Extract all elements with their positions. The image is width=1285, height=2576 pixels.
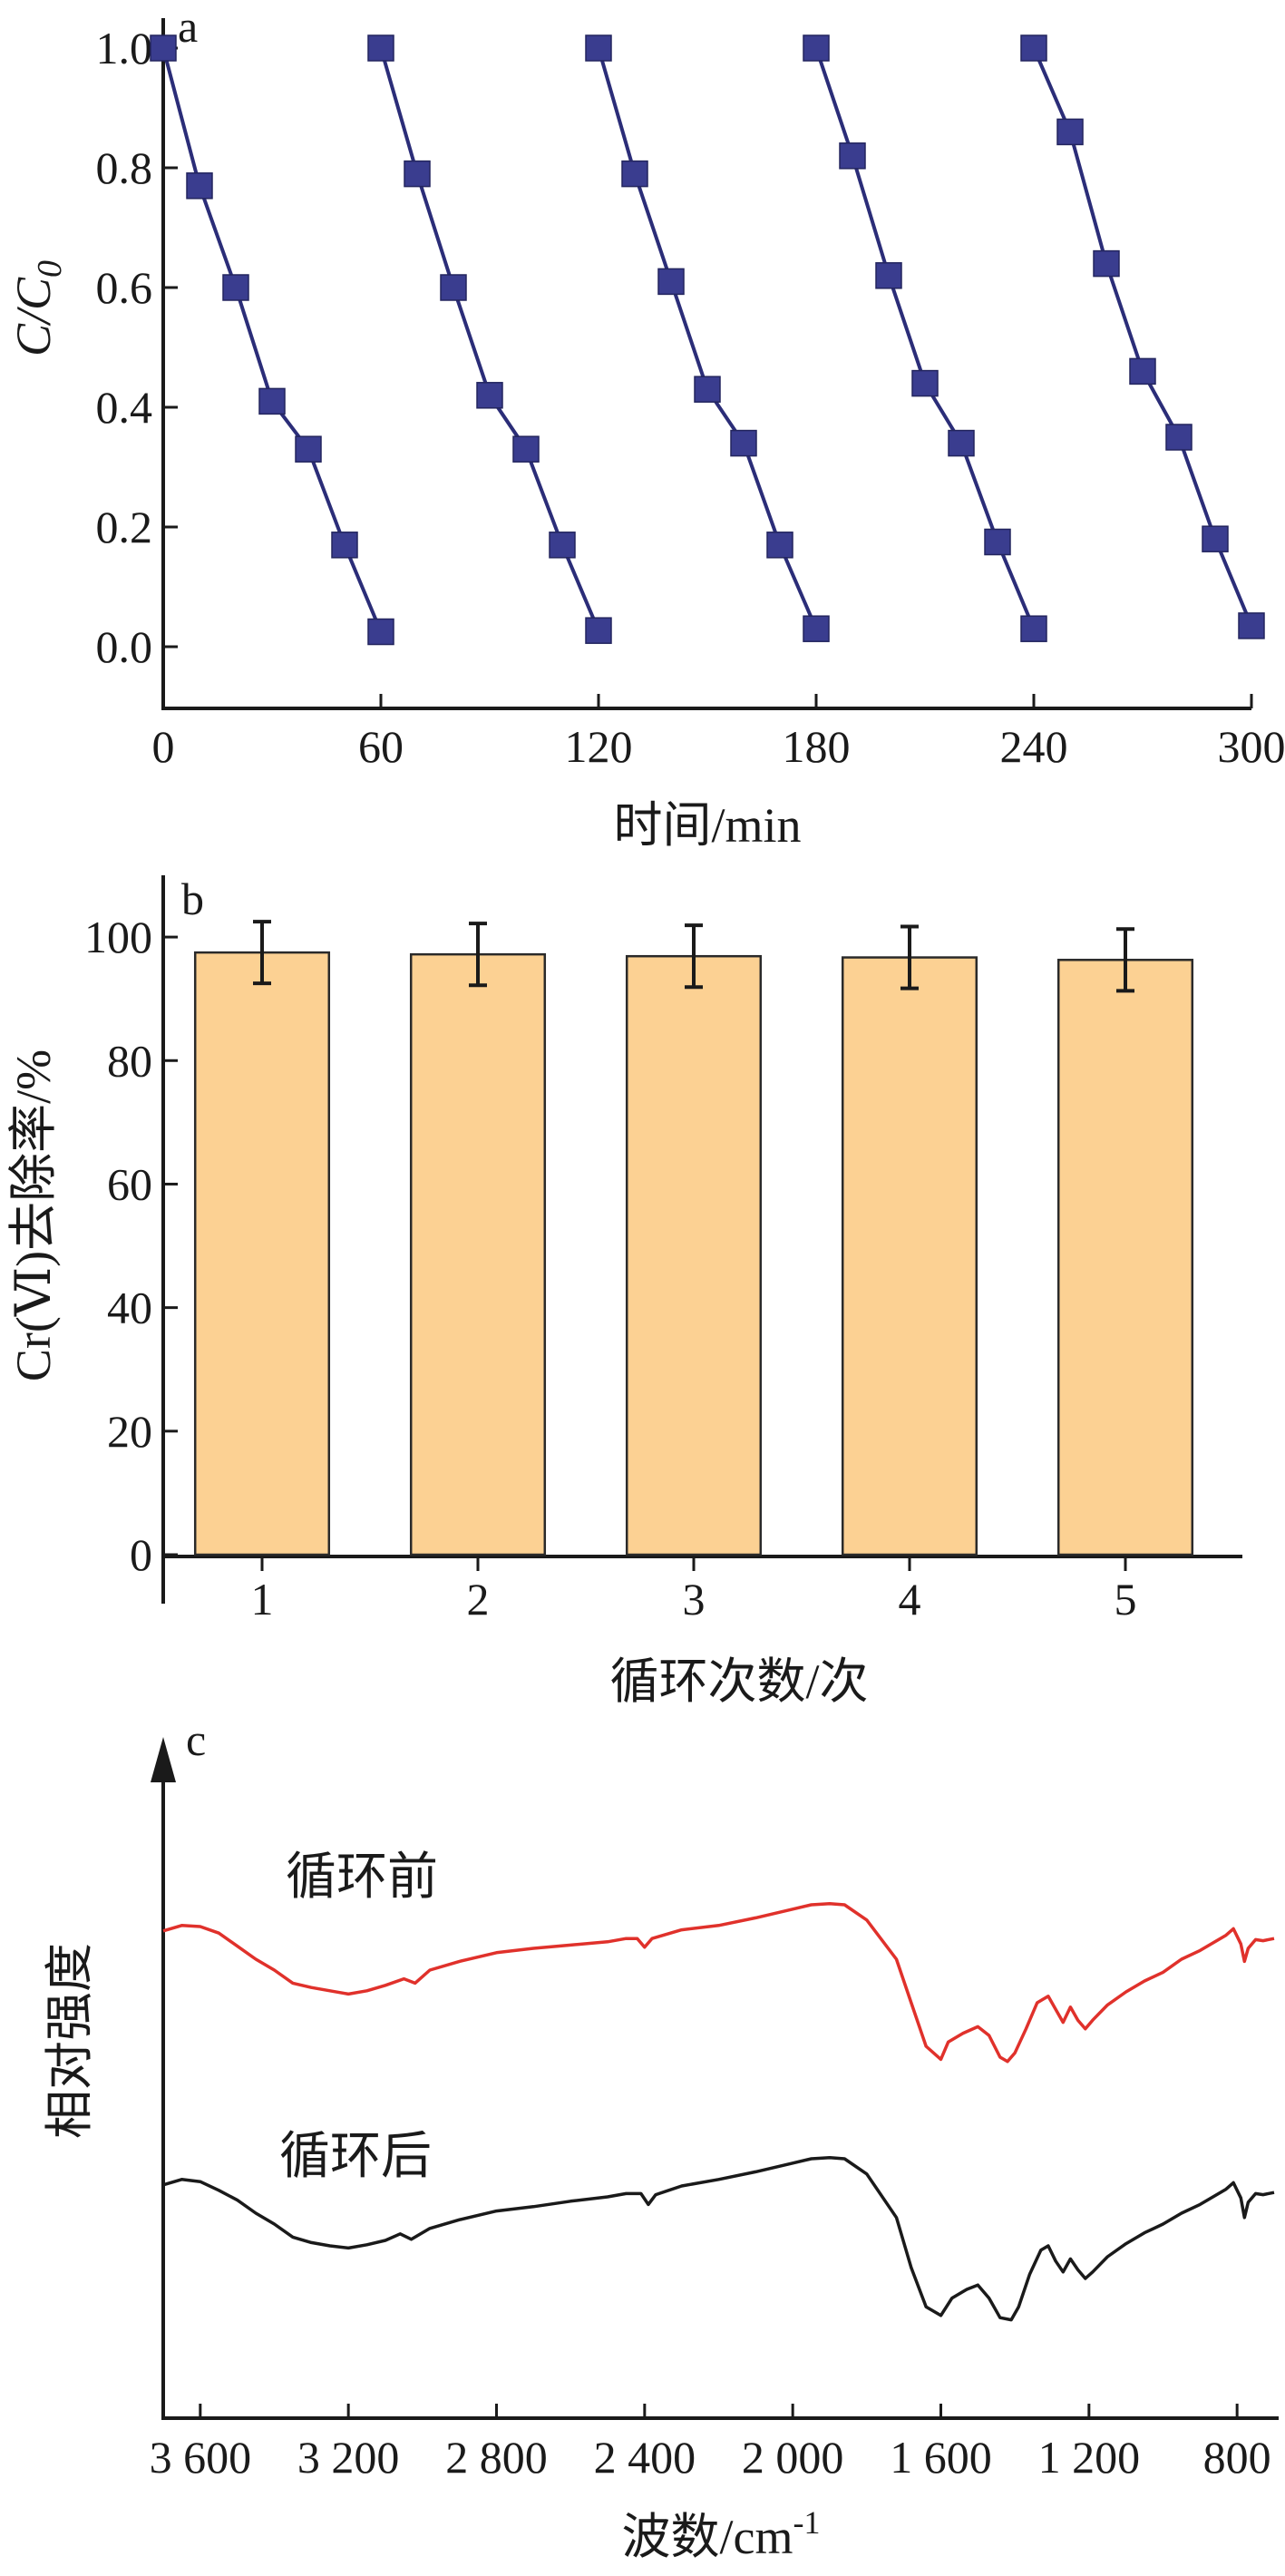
panel-a-data-point <box>876 263 901 288</box>
panel-a-y-tick-label: 0.2 <box>96 502 153 552</box>
panel-a-data-point <box>1202 526 1228 551</box>
panel-c-y-axis-title: 相对强度 <box>43 1943 97 2139</box>
panel-a-data-point <box>1057 119 1083 144</box>
panel-a-data-point <box>658 268 684 294</box>
panel-a-data-point <box>586 35 611 61</box>
panel-b-bar-2 <box>411 954 545 1555</box>
panel-a-line-chart: a 0.0 0.2 0.4 0.6 0.8 1.0 0 60 120 180 240 300 时间/… <box>6 1 1285 853</box>
panel-c-x-axis-title: 波数/cm-1 <box>622 2504 821 2564</box>
panel-c-x-tick-label: 800 <box>1203 2432 1271 2483</box>
panel-b-x-tick-label: 1 <box>251 1574 274 1625</box>
panel-a-x-axis-title: 时间/min <box>613 798 801 853</box>
panel-a-y-tick-label: 0.6 <box>96 262 153 313</box>
panel-a-data-point <box>1166 424 1192 450</box>
panel-a-data-point <box>223 275 248 300</box>
panel-c-x-axis-title-main: 波数/cm <box>622 2510 793 2564</box>
panel-c-x-tick-label: 2 000 <box>742 2432 844 2483</box>
panel-b-y-tick-label: 60 <box>107 1158 152 1209</box>
panel-b-y-tick-label: 80 <box>107 1035 152 1086</box>
panel-a-data-point <box>912 371 938 396</box>
panel-a-x-tick-label: 60 <box>358 721 404 772</box>
panel-a-y-tick-label: 0.4 <box>96 382 153 433</box>
panel-a-y-tick-label: 0.0 <box>96 621 153 672</box>
panel-a-data-point <box>695 376 720 402</box>
panel-c-y-axis-arrow <box>151 1737 176 1782</box>
panel-a-data-point <box>259 388 285 414</box>
panel-a-tag: a <box>178 1 198 52</box>
panel-a-y-axis-title: C/C0 <box>6 260 69 356</box>
panel-b-y-axis-title: Cr(Ⅵ)去除率/% <box>6 1049 61 1381</box>
panel-a-data-point <box>803 35 829 61</box>
panel-a-data-point <box>731 431 756 456</box>
panel-b-bar-chart: b 0 20 40 60 80 100 1 2 3 4 5 循环次数/次 Cr(Ⅵ)去除率/% <box>6 873 1242 1709</box>
panel-c-x-tick-label: 2 400 <box>594 2432 696 2483</box>
panel-a-x-tick-label: 240 <box>1000 721 1068 772</box>
panel-c-x-tick-label: 1 600 <box>890 2432 992 2483</box>
panel-a-y-axis-title-sub: 0 <box>31 260 69 278</box>
panel-a-y-tick-label: 1.0 <box>96 23 153 73</box>
panel-c-x-axis-title-sup: -1 <box>793 2504 820 2541</box>
panel-a-data-point <box>985 530 1010 555</box>
panel-a-data-point <box>1130 358 1155 384</box>
panel-b-x-axis-title: 循环次数/次 <box>609 1654 868 1709</box>
panel-b-bar-4 <box>842 958 977 1555</box>
panel-c-x-tick-label: 3 600 <box>150 2432 252 2483</box>
panel-b-bar-3 <box>627 956 761 1555</box>
panel-a-data-point <box>622 161 647 187</box>
panel-a-data-point <box>368 35 394 61</box>
panel-a-data-point <box>1021 616 1046 641</box>
panel-b-x-tick-label: 2 <box>467 1574 490 1625</box>
panel-b-x-tick-label: 5 <box>1115 1574 1137 1625</box>
panel-a-data-point <box>949 431 974 456</box>
panel-a-data-point <box>477 383 502 408</box>
panel-a-data-point <box>404 161 430 187</box>
panel-a-data-point <box>840 143 865 169</box>
panel-a-data-point <box>586 618 611 643</box>
panel-a-data-point <box>1094 251 1119 277</box>
panel-a-data-point <box>332 532 357 558</box>
panel-c-x-tick-label: 2 800 <box>445 2432 548 2483</box>
panel-c-spectra: c 3 600 3 200 2 800 2 400 2 000 1 600 1 200 800… <box>43 1714 1279 2564</box>
panel-c-x-tick-label: 1 200 <box>1038 2432 1141 2483</box>
panel-c-label-before: 循环前 <box>286 1849 438 1906</box>
panel-a-data-point <box>1239 613 1264 639</box>
panel-b-x-tick-label: 4 <box>899 1574 921 1625</box>
panel-a-data-point <box>803 616 829 641</box>
panel-a-x-tick-label: 0 <box>152 721 175 772</box>
panel-a-data-point <box>767 532 793 558</box>
panel-b-tag: b <box>181 873 204 924</box>
panel-b-y-tick-label: 20 <box>107 1406 152 1457</box>
panel-a-data-point <box>368 620 394 645</box>
panel-a-data-point <box>151 35 176 61</box>
panel-b-y-tick-label: 40 <box>107 1283 152 1333</box>
panel-a-data-point <box>187 173 212 199</box>
panel-c-tag: c <box>186 1714 206 1765</box>
panel-b-x-tick-label: 3 <box>683 1574 706 1625</box>
panel-a-data-point <box>550 532 575 558</box>
panel-b-y-tick-label: 100 <box>84 912 152 962</box>
panel-c-spectrum-before <box>163 1904 1274 2062</box>
panel-a-y-tick-label: 0.8 <box>96 142 153 193</box>
panel-a-data-point <box>441 275 466 300</box>
panel-a-y-axis-title-main: C/C <box>6 277 61 356</box>
panel-b-bar-1 <box>195 952 329 1555</box>
panel-a-x-tick-label: 120 <box>565 721 633 772</box>
panel-a-x-tick-label: 300 <box>1218 721 1285 772</box>
panel-a-x-tick-label: 180 <box>783 721 851 772</box>
panel-c-label-after: 循环后 <box>279 2129 432 2185</box>
panel-b-bar-5 <box>1058 960 1193 1555</box>
panel-a-data-point <box>513 436 539 462</box>
panel-a-data-point <box>296 436 321 462</box>
panel-b-y-tick-label: 0 <box>130 1529 152 1580</box>
panel-c-x-tick-label: 3 200 <box>297 2432 400 2483</box>
panel-a-data-point <box>1021 35 1046 61</box>
